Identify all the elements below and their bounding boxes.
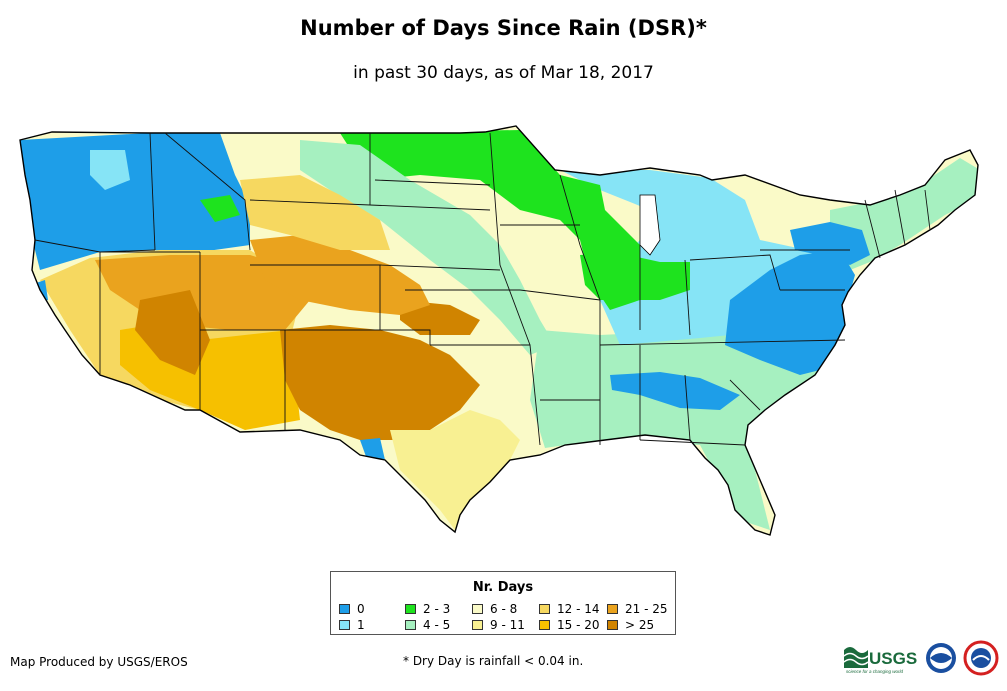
legend-label: 4 - 5 xyxy=(423,618,451,632)
wyoming-12-14-region xyxy=(240,175,390,250)
credit-text: Map Produced by USGS/EROS xyxy=(10,655,188,669)
legend-label: 6 - 8 xyxy=(490,602,518,616)
northwest-0-region xyxy=(20,133,250,270)
appalachian-0-region xyxy=(725,250,855,375)
noaa-logo xyxy=(926,643,956,673)
southeast-0-region xyxy=(610,372,740,410)
legend-swatch xyxy=(607,620,618,630)
legend-swatch xyxy=(472,620,483,630)
legend-swatch xyxy=(405,620,416,630)
northeast-4-5-region xyxy=(830,158,978,270)
legend-label: 2 - 3 xyxy=(423,602,451,616)
texas-9-11-region xyxy=(390,410,520,530)
state-boundaries xyxy=(34,132,931,446)
usgs-logo-text: USGS xyxy=(869,649,917,668)
dsr-layers xyxy=(20,130,978,530)
map-subtitle: in past 30 days, as of Mar 18, 2017 xyxy=(353,63,654,83)
colorado-21-25-region xyxy=(250,235,430,315)
nm-tx-over-25-region xyxy=(280,325,480,440)
legend-swatch xyxy=(607,604,618,614)
legend-title: Nr. Days xyxy=(472,580,534,595)
sierra-0-patch xyxy=(30,280,48,305)
usgs-logo: USGS science for a changing world xyxy=(843,647,917,674)
legend-label: 9 - 11 xyxy=(490,618,525,632)
legend-swatch xyxy=(539,620,550,630)
footnote-text: * Dry Day is rainfall < 0.04 in. xyxy=(403,654,584,668)
legend-swatch xyxy=(339,604,350,614)
legend-label: 21 - 25 xyxy=(625,602,668,616)
legend-swatch xyxy=(539,604,550,614)
us-map xyxy=(19,125,979,536)
kansas-over-25-region xyxy=(400,300,480,335)
legend-label: 15 - 20 xyxy=(557,618,600,632)
map-title: Number of Days Since Rain (DSR)* xyxy=(300,16,707,40)
legend-swatch xyxy=(339,620,350,630)
southeast-4-5-region xyxy=(530,330,845,530)
idaho-2-3-patch xyxy=(200,195,240,222)
upper-midwest-2-3-region xyxy=(340,130,640,310)
legend-label: 0 xyxy=(357,602,365,616)
legend-swatch xyxy=(472,604,483,614)
map-legend: Nr. Days 0 1 2 - 3 4 - 5 6 - 8 9 - 11 12… xyxy=(330,571,676,635)
lake-michigan xyxy=(639,194,661,256)
usgs-tagline: science for a changing world xyxy=(846,669,904,674)
agency-logos: USGS science for a changing world xyxy=(843,640,999,676)
southwest-over-25-region xyxy=(135,290,210,375)
legend-label: 1 xyxy=(357,618,365,632)
illinois-2-3-region xyxy=(580,252,690,300)
northeast-0-region xyxy=(790,222,870,265)
legend-swatch xyxy=(405,604,416,614)
legend-label: > 25 xyxy=(625,618,655,632)
nws-logo xyxy=(963,640,999,676)
northwest-1-region xyxy=(90,150,130,190)
plains-4-5-region xyxy=(300,140,555,355)
legend-label: 12 - 14 xyxy=(557,602,600,616)
